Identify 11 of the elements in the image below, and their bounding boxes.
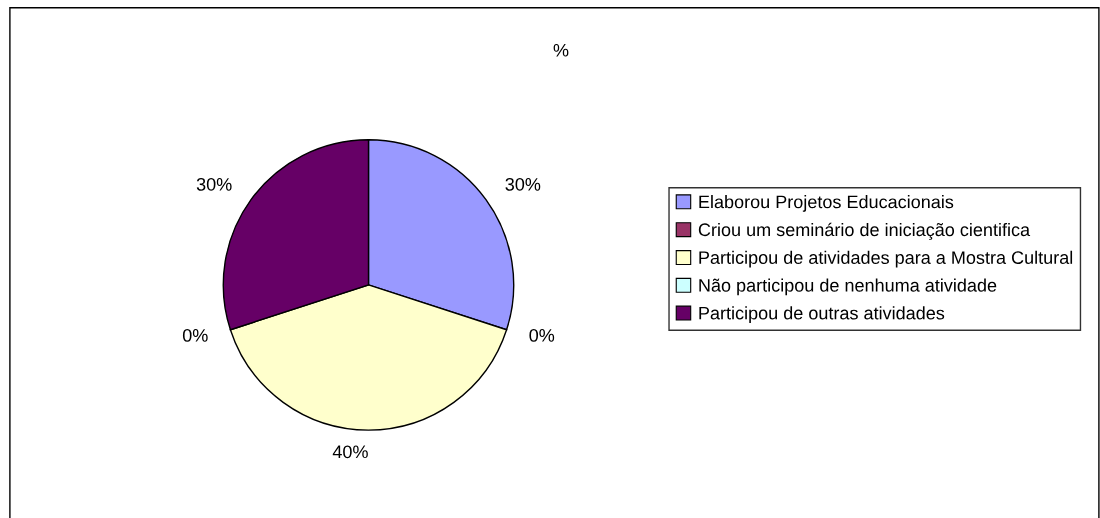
legend-label: Participou de outras atividades bbox=[699, 306, 945, 324]
legend-label: Criou um seminário de iniciação cientifica bbox=[698, 222, 1031, 240]
chart-title: % bbox=[553, 43, 569, 57]
legend-label: Não participou de nenhuma atividade bbox=[699, 278, 997, 296]
data-label: 30% bbox=[196, 177, 232, 191]
text: 0% bbox=[182, 329, 208, 342]
data-label: 30% bbox=[505, 177, 541, 191]
legend-label: Participou de atividades para a Mostra Cultural bbox=[699, 250, 1073, 268]
data-label: 40% bbox=[332, 445, 368, 459]
text: 0% bbox=[529, 329, 555, 342]
legend-label: Elaborou Projetos Educacionais bbox=[699, 195, 954, 212]
